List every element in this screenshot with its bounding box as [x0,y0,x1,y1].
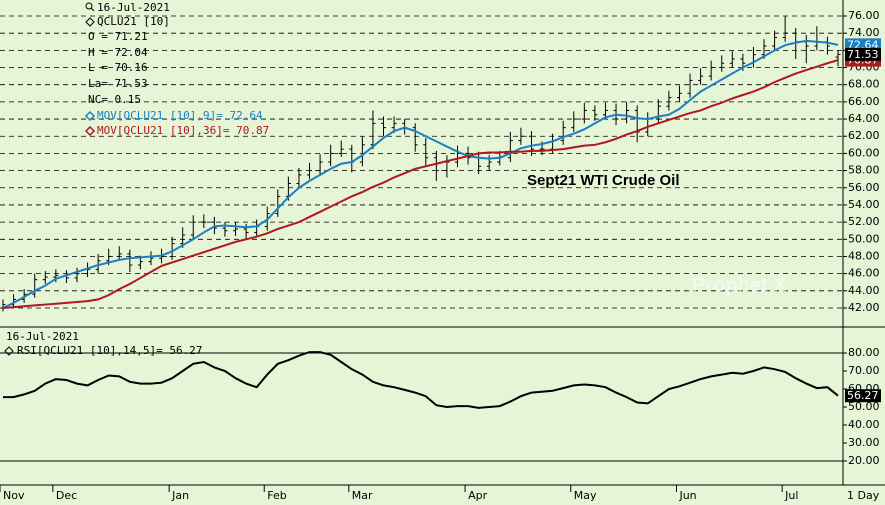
y-tick-label: 50.00 [848,232,880,245]
legend-label: RSI[QCLU21 [10],14,5]= 56.27 [17,344,202,357]
y-tick-label: 68.00 [848,78,880,91]
last-value-label: 71.53 [847,48,879,61]
last-value-badge [845,389,881,403]
symbol-label: QCLU21 [10] [97,15,170,28]
x-tick-label: Nov [3,489,25,502]
axes: 42.00 44.00 46.00 48.00 50.00 52.00 54.00 56.00… [0,9,881,502]
zoom-icon [90,7,95,12]
info-line: NC= 0.15 [88,93,141,106]
last-value-badge [845,47,881,61]
x-tick-label: Mar [352,489,373,502]
legend-icon [4,346,14,356]
legend-icon [84,125,96,137]
y-tick-label: 66.00 [848,95,880,108]
series-line [3,351,839,409]
y-tick-label: 70.00 [848,364,880,377]
y-tick-label: 44.00 [848,284,880,297]
y-tick-label: 40.00 [848,418,880,431]
y-tick-label: 56.00 [848,181,880,194]
period-label: 1 Day [847,489,880,502]
y-tick-label: 20.00 [848,454,880,467]
y-tick-label: 42.00 [848,301,880,314]
series-line [2,59,839,309]
info-line: La= 71.53 [88,77,148,90]
zoom-icon [85,2,93,10]
legend-label: MOV[QCLU21 [10],9]= 72.64 [97,109,263,122]
x-tick-label: May [574,489,597,502]
y-tick-label: 48.00 [848,249,880,262]
y-tick-label: 30.00 [848,436,880,449]
y-tick-label: 58.00 [848,164,880,177]
series-line [2,39,839,309]
info-line: L = 70.16 [88,61,148,74]
y-tick-label: 62.00 [848,129,880,142]
info-line: O = 71.21 [88,30,148,43]
legend: 16-Jul-2021 QCLU21 [10] O = 71.21 H = 72… [4,1,269,357]
symbol-icon [85,17,95,27]
y-tick-label: 64.00 [848,112,880,125]
x-tick-label: Feb [267,489,286,502]
watermark: Prophet X [692,274,787,296]
price-panel [0,15,843,312]
y-tick-label: 80.00 [848,346,880,359]
y-tick-label: 46.00 [848,267,880,280]
legend-icon [84,110,96,122]
last-value-label: 56.27 [847,389,879,402]
info-line: H = 72.04 [88,46,148,59]
y-tick-label: 74.00 [848,26,880,39]
x-tick-label: Jun [678,489,696,502]
x-tick-label: Jul [784,489,798,502]
x-tick-label: Apr [468,489,488,502]
x-tick-label: Jan [171,489,189,502]
annotation: Sept21 WTI Crude Oil [527,172,680,189]
legend-label: MOV[QCLU21 [10],36]= 70.87 [97,124,269,137]
y-tick-label: 54.00 [848,198,880,211]
y-tick-label: 50.00 [848,400,880,413]
y-tick-label: 60.00 [848,146,880,159]
date-label: 16-Jul-2021 [6,330,79,343]
date-label: 16-Jul-2021 [97,1,170,14]
rsi-panel [0,351,843,462]
y-tick-label: 52.00 [848,215,880,228]
y-tick-label: 76.00 [848,9,880,22]
x-tick-label: Dec [56,489,77,502]
